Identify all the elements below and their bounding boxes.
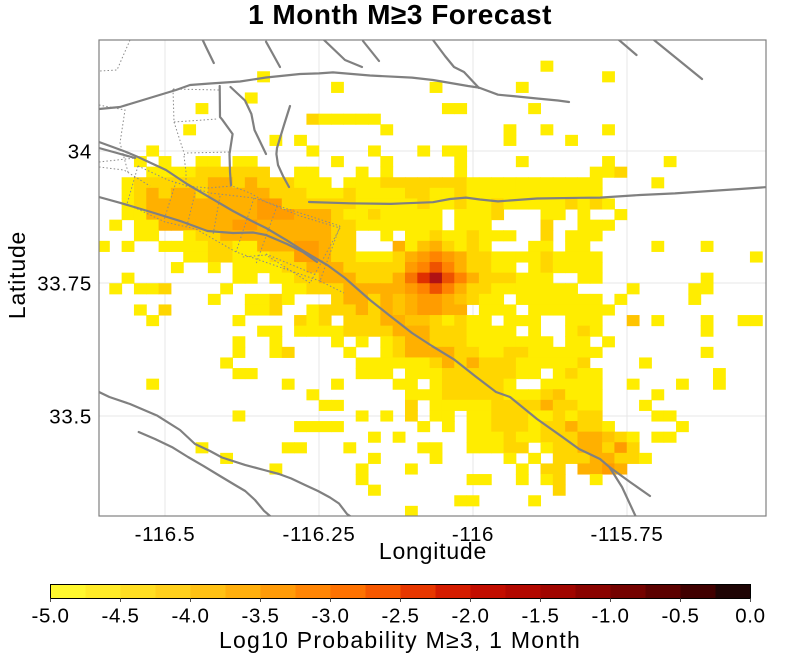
svg-text:34: 34 bbox=[68, 140, 92, 163]
svg-text:-115.75: -115.75 bbox=[591, 523, 664, 546]
svg-text:0.0: 0.0 bbox=[735, 605, 766, 628]
svg-text:-4.5: -4.5 bbox=[101, 605, 139, 628]
svg-text:Latitude: Latitude bbox=[4, 231, 30, 319]
svg-text:-0.5: -0.5 bbox=[661, 605, 699, 628]
svg-text:-116.5: -116.5 bbox=[135, 523, 196, 546]
svg-text:-116: -116 bbox=[452, 523, 494, 546]
svg-text:-4.0: -4.0 bbox=[171, 605, 209, 628]
svg-text:-1.5: -1.5 bbox=[521, 605, 559, 628]
svg-text:Log10 Probability M≥3, 1 Month: Log10 Probability M≥3, 1 Month bbox=[219, 627, 581, 653]
svg-text:33.75: 33.75 bbox=[37, 272, 92, 295]
svg-text:-1.0: -1.0 bbox=[591, 605, 629, 628]
svg-text:Longitude: Longitude bbox=[379, 538, 487, 564]
svg-text:-2.5: -2.5 bbox=[381, 605, 419, 628]
svg-text:-2.0: -2.0 bbox=[451, 605, 489, 628]
svg-text:-116.25: -116.25 bbox=[283, 523, 356, 546]
svg-text:33.5: 33.5 bbox=[49, 405, 92, 428]
svg-text:-3.5: -3.5 bbox=[241, 605, 279, 628]
svg-text:-3.0: -3.0 bbox=[311, 605, 349, 628]
svg-text:-5.0: -5.0 bbox=[31, 605, 69, 628]
svg-text:1 Month M≥3 Forecast: 1 Month M≥3 Forecast bbox=[248, 0, 552, 30]
